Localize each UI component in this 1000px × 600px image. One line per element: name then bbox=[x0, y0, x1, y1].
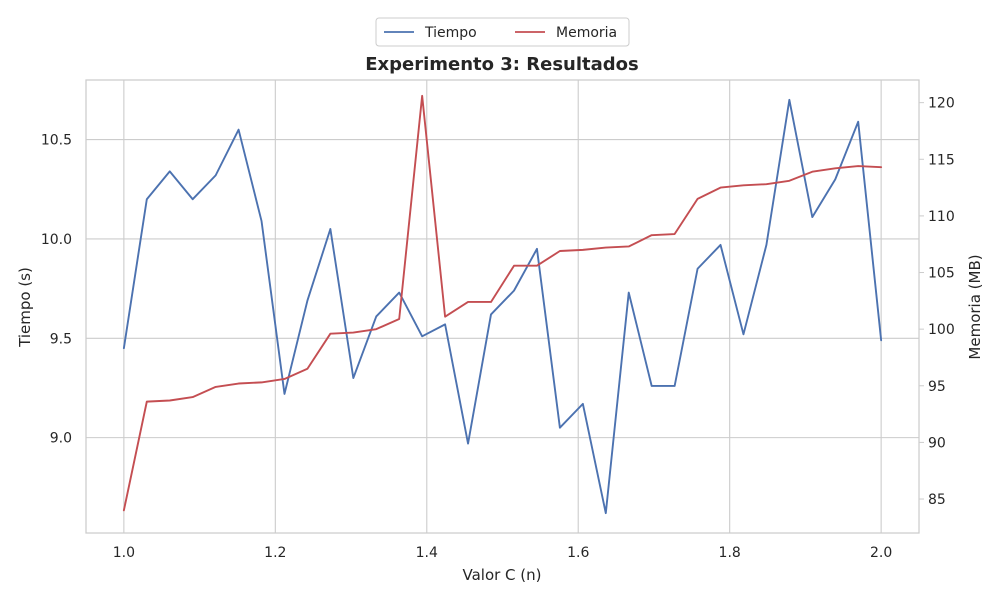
plot-area bbox=[86, 80, 919, 533]
y-tick-label-right: 115 bbox=[928, 152, 955, 168]
y-tick-label-right: 110 bbox=[928, 209, 955, 225]
y-tick-label-right: 90 bbox=[928, 435, 946, 451]
legend-label-tiempo: Tiempo bbox=[424, 25, 477, 41]
x-axis-label: Valor C (n) bbox=[462, 566, 541, 584]
x-tick-label: 1.8 bbox=[719, 545, 741, 561]
y-tick-label-right: 85 bbox=[928, 492, 946, 508]
y-tick-label-left: 10.5 bbox=[41, 133, 72, 149]
x-tick-label: 1.6 bbox=[567, 545, 589, 561]
y-axis-label-right: Memoria (MB) bbox=[966, 254, 984, 359]
series-line-tiempo bbox=[122, 98, 883, 515]
tick-labels: 1.0 1.2 1.4 1.6 1.8 2.0 9.0 9.5 10.0 10.5 85 90 95 10… bbox=[41, 96, 955, 561]
legend-box bbox=[375, 17, 630, 47]
y-axis-label-left: Tiempo (s) bbox=[16, 267, 34, 348]
x-tick-label: 2.0 bbox=[870, 545, 892, 561]
chart-title: Experimento 3: Resultados bbox=[365, 54, 639, 75]
y-tick-label-right: 120 bbox=[928, 96, 955, 112]
series-layer bbox=[122, 94, 883, 515]
x-tick-label: 1.4 bbox=[416, 545, 438, 561]
y-tick-label-right: 95 bbox=[928, 379, 946, 395]
y-tick-label-right: 100 bbox=[928, 322, 955, 338]
y-tick-label-right: 105 bbox=[928, 266, 955, 282]
y-tick-label-left: 9.0 bbox=[50, 431, 72, 447]
x-tick-label: 1.2 bbox=[264, 545, 286, 561]
x-tick-label: 1.0 bbox=[113, 545, 135, 561]
y-tick-label-left: 9.5 bbox=[50, 331, 72, 347]
y-tick-label-left: 10.0 bbox=[41, 232, 72, 248]
legend-label-memoria: Memoria bbox=[556, 25, 617, 41]
series-line-memoria bbox=[122, 94, 883, 512]
grid-lines bbox=[86, 80, 919, 533]
plot-frame bbox=[85, 79, 920, 534]
legend: Tiempo Memoria bbox=[375, 17, 630, 47]
